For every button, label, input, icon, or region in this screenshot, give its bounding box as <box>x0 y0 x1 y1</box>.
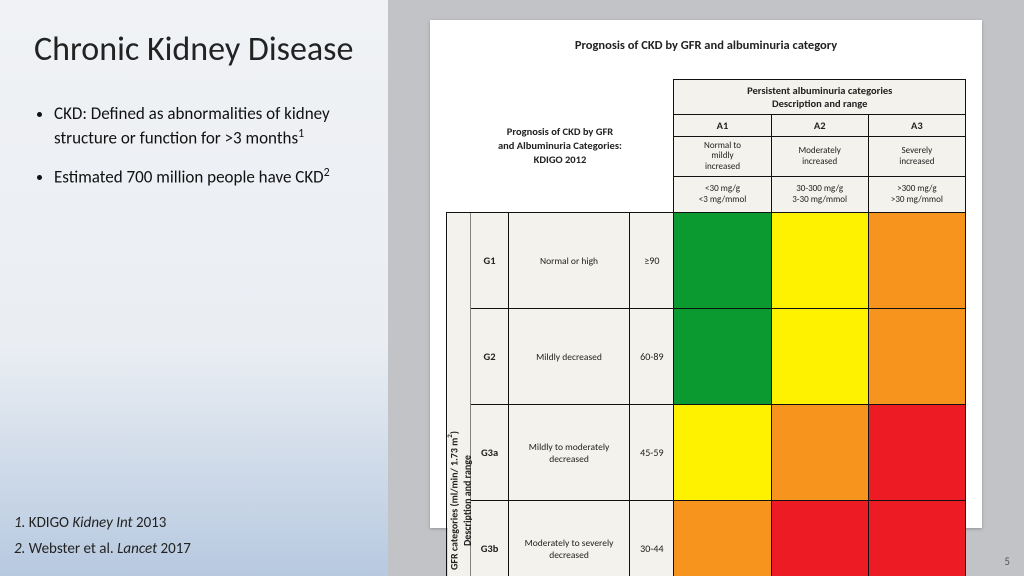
kdigo-heatmap-table: Prognosis of CKD by GFRand Albuminuria C… <box>446 79 966 576</box>
heat-G2-A2 <box>771 309 868 405</box>
alb-range-A3: >300 mg/g>30 mg/mmol <box>868 177 965 213</box>
gfr-vertical-header: GFR categories (ml/min/ 1.73 m2)Descript… <box>447 213 471 576</box>
prognosis-label-cell: Prognosis of CKD by GFRand Albuminuria C… <box>447 80 674 213</box>
albuminuria-super-header: Persistent albuminuria categoriesDescrip… <box>674 80 966 115</box>
heat-G1-A2 <box>771 213 868 309</box>
gfr-val-G2: 60-89 <box>630 309 674 405</box>
reference-item: 1. KDIGO Kidney Int 2013 <box>14 514 191 532</box>
references: 1. KDIGO Kidney Int 2013 2. Webster et al… <box>14 506 191 558</box>
gfr-code-G3b: G3b <box>471 501 509 576</box>
gfr-code-G1: G1 <box>471 213 509 309</box>
reference-item: 2. Webster et al. Lancet 2017 <box>14 540 191 558</box>
gfr-label-G2: Mildly decreased <box>508 309 629 405</box>
heat-G3a-A3 <box>868 405 965 501</box>
heat-G1-A1 <box>674 213 771 309</box>
heat-G3b-A1 <box>674 501 771 576</box>
gfr-val-G1: ≥90 <box>630 213 674 309</box>
heat-G2-A1 <box>674 309 771 405</box>
heat-G1-A3 <box>868 213 965 309</box>
slide-title: Chronic Kidney Disease <box>34 30 366 69</box>
alb-col-A3: A3 <box>868 115 965 137</box>
gfr-label-G3a: Mildly to moderately decreased <box>508 405 629 501</box>
heat-G3a-A1 <box>674 405 771 501</box>
left-panel: Chronic Kidney Disease CKD: Defined as a… <box>0 0 388 576</box>
alb-desc-A2: Moderatelyincreased <box>771 137 868 177</box>
alb-col-A1: A1 <box>674 115 771 137</box>
alb-col-A2: A2 <box>771 115 868 137</box>
page-number: 5 <box>1004 555 1010 568</box>
gfr-label-G1: Normal or high <box>508 213 629 309</box>
bullet-item: Estimated 700 million people have CKD2 <box>54 165 366 190</box>
alb-range-A2: 30-300 mg/g3-30 mg/mmol <box>771 177 868 213</box>
gfr-code-G3a: G3a <box>471 405 509 501</box>
gfr-label-G3b: Moderately to severely decreased <box>508 501 629 576</box>
heat-G3a-A2 <box>771 405 868 501</box>
bullet-list: CKD: Defined as abnormalities of kidney … <box>34 103 366 189</box>
alb-desc-A3: Severelyincreased <box>868 137 965 177</box>
bullet-item: CKD: Defined as abnormalities of kidney … <box>54 103 366 151</box>
gfr-val-G3a: 45-59 <box>630 405 674 501</box>
chart-card: Prognosis of CKD by GFR and albuminuria … <box>430 20 982 528</box>
right-panel: Prognosis of CKD by GFR and albuminuria … <box>388 0 1024 576</box>
gfr-code-G2: G2 <box>471 309 509 405</box>
gfr-val-G3b: 30-44 <box>630 501 674 576</box>
heat-G3b-A3 <box>868 501 965 576</box>
alb-desc-A1: Normal tomildlyincreased <box>674 137 771 177</box>
heat-G3b-A2 <box>771 501 868 576</box>
kdigo-table-wrap: Prognosis of CKD by GFRand Albuminuria C… <box>446 79 966 576</box>
chart-title: Prognosis of CKD by GFR and albuminuria … <box>446 38 966 53</box>
alb-range-A1: <30 mg/g<3 mg/mmol <box>674 177 771 213</box>
heat-G2-A3 <box>868 309 965 405</box>
